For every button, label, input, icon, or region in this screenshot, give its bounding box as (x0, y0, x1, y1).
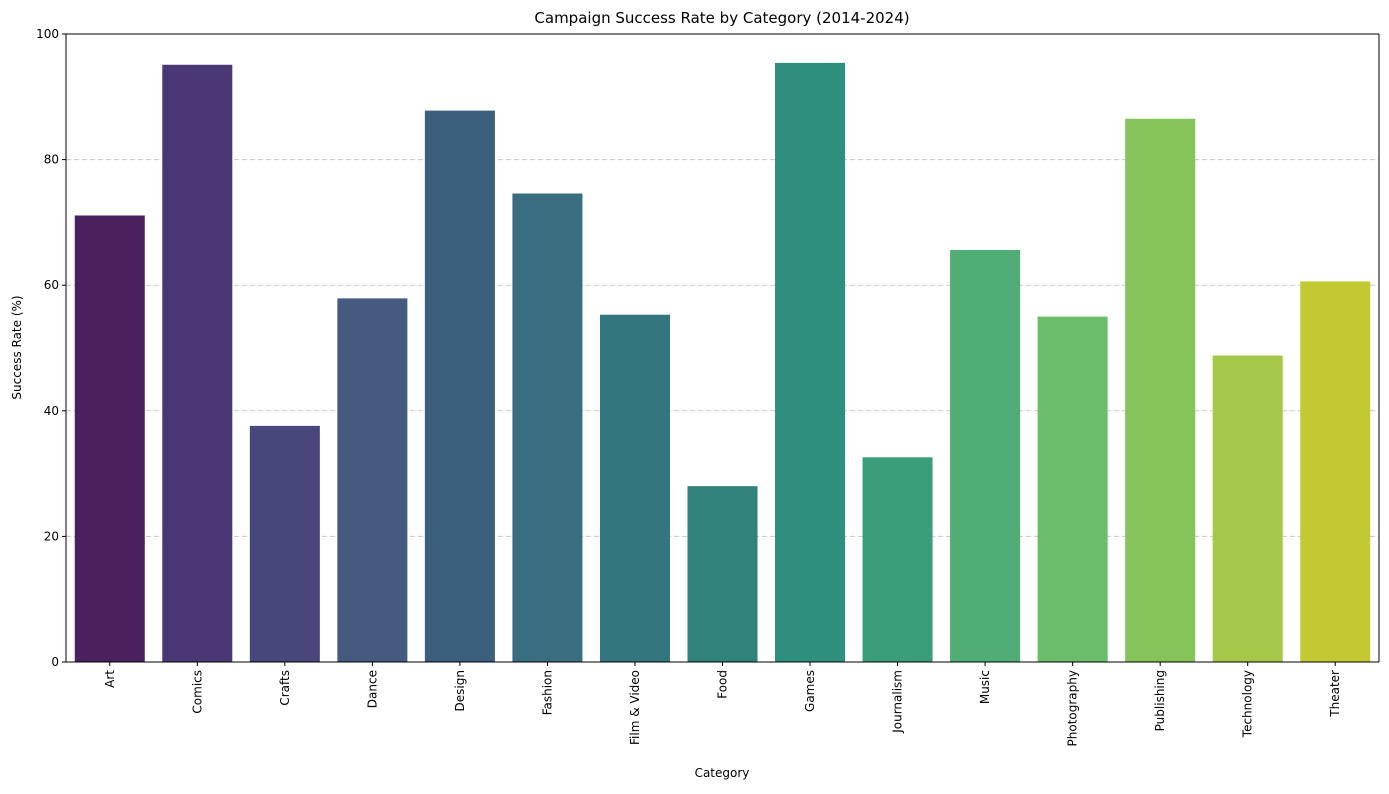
x-tick-label: Publishing (1153, 670, 1167, 731)
bar (162, 64, 233, 663)
bar (1125, 118, 1196, 662)
x-tick-label: Comics (190, 670, 204, 714)
bar (1212, 355, 1283, 662)
bars (74, 62, 1371, 663)
x-tick-label: Photography (1066, 670, 1080, 746)
x-tick-label: Crafts (278, 670, 292, 706)
y-tick-label: 100 (36, 27, 59, 41)
bar (862, 457, 933, 662)
x-tick-label: Theater (1328, 670, 1342, 718)
x-tick-label: Technology (1241, 670, 1255, 738)
bar (337, 298, 408, 662)
x-tick-label: Games (803, 670, 817, 712)
bar (74, 215, 145, 662)
x-tick-label: Fashion (540, 670, 554, 715)
x-tick-label: Film & Video (628, 670, 642, 745)
bar (1037, 316, 1108, 662)
bar (424, 110, 495, 663)
bar (687, 486, 758, 662)
y-axis-ticks: 0 20 40 60 80 100 (36, 27, 66, 669)
y-axis-label: Success Rate (%) (10, 295, 24, 399)
y-tick-label: 0 (51, 655, 59, 669)
x-axis-label: Category (695, 766, 750, 780)
chart-title: Campaign Success Rate by Category (2014-… (534, 9, 909, 27)
y-tick-label: 40 (44, 404, 59, 418)
y-tick-label: 60 (44, 278, 59, 292)
y-tick-label: 80 (44, 153, 59, 167)
bar (950, 250, 1021, 663)
bar (512, 193, 583, 662)
x-tick-label: Art (103, 670, 117, 688)
x-axis-ticks: Art Comics Crafts Dance Design Fashion Film & … (103, 662, 1342, 746)
x-tick-label: Music (978, 670, 992, 704)
bar (249, 425, 320, 662)
x-tick-label: Design (453, 670, 467, 711)
bar (775, 62, 846, 662)
y-tick-label: 20 (44, 529, 59, 543)
x-tick-label: Dance (365, 670, 379, 708)
x-tick-label: Journalism (891, 670, 905, 734)
bar (1300, 281, 1371, 662)
x-tick-label: Food (716, 670, 730, 699)
bar (599, 314, 670, 662)
